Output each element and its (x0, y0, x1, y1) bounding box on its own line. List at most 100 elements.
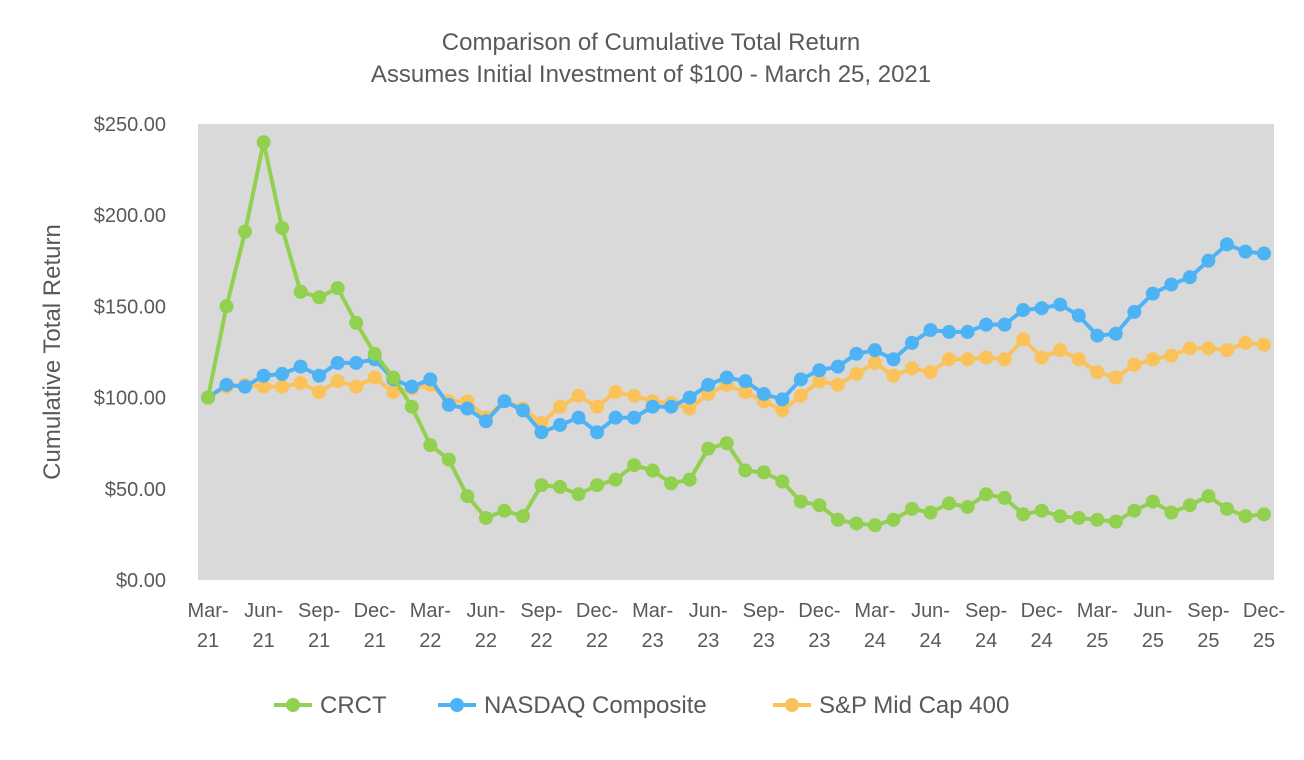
data-point (1090, 365, 1105, 380)
x-tick-month: Mar- (632, 600, 673, 622)
data-point (238, 379, 253, 394)
data-point (756, 386, 771, 401)
data-point (775, 392, 790, 407)
x-tick-month: Sep- (520, 600, 562, 622)
data-point (867, 343, 882, 358)
y-tick-label: $150.00 (94, 296, 166, 318)
x-tick-label: Sep- 23 (743, 600, 785, 652)
x-tick-year: 23 (753, 630, 775, 652)
y-tick-label: $100.00 (94, 388, 166, 410)
data-point (553, 399, 567, 414)
x-tick-label: Mar- 25 (1077, 600, 1118, 652)
chart-title: Comparison of Cumulative Total Return (442, 29, 860, 56)
x-tick-month: Sep- (965, 600, 1007, 622)
data-point (515, 509, 530, 524)
data-point (571, 388, 586, 403)
data-point (404, 399, 419, 414)
legend-swatch-marker (450, 698, 464, 712)
data-point (1090, 512, 1105, 527)
legend-label: S&P Mid Cap 400 (819, 692, 1009, 719)
x-tick-month: Sep- (743, 600, 785, 622)
x-tick-month: Mar- (1077, 600, 1118, 622)
x-tick-month: Dec- (354, 600, 396, 622)
x-tick-year: 21 (252, 630, 274, 652)
x-tick-label: Jun- 22 (466, 600, 505, 652)
plot-area (198, 124, 1274, 580)
data-point (1108, 326, 1123, 341)
data-point (979, 487, 994, 502)
legend-item: CRCT (274, 692, 387, 719)
data-point (478, 510, 493, 525)
data-point (886, 368, 901, 383)
y-axis-title: Cumulative Total Return (39, 224, 66, 480)
data-point (1053, 509, 1068, 524)
x-tick-month: Mar- (187, 600, 228, 622)
legend-label: NASDAQ Composite (484, 692, 707, 719)
data-point (423, 372, 438, 387)
data-point (1090, 328, 1105, 343)
data-point (849, 366, 864, 381)
data-point (905, 335, 919, 350)
x-tick-year: 24 (864, 630, 886, 652)
x-tick-month: Jun- (689, 600, 728, 622)
data-point (312, 290, 327, 305)
x-tick-month: Jun- (1133, 600, 1172, 622)
data-point (1238, 244, 1253, 259)
data-point (275, 220, 290, 235)
x-tick-year: 22 (530, 630, 552, 652)
data-point (942, 496, 957, 511)
x-tick-year: 22 (419, 630, 441, 652)
y-ticks: $0.00 $50.00 $100.00 $150.00 $200.00 $250.00 (94, 114, 166, 592)
data-point (256, 135, 271, 150)
x-tick-month: Mar- (410, 600, 451, 622)
data-point (942, 324, 957, 339)
data-point (219, 299, 234, 314)
data-point (1257, 507, 1271, 522)
data-point (238, 224, 253, 239)
x-tick-label: Mar- 23 (632, 600, 673, 652)
x-tick-label: Mar- 21 (187, 600, 228, 652)
data-point (867, 355, 882, 370)
data-point (793, 372, 808, 387)
data-point (849, 516, 864, 531)
data-point (608, 472, 623, 487)
data-point (1219, 343, 1234, 358)
data-point (349, 315, 364, 330)
legend-item: S&P Mid Cap 400 (773, 692, 1009, 719)
data-point (997, 490, 1012, 505)
x-tick-label: Sep- 25 (1187, 600, 1229, 652)
data-point (867, 518, 882, 533)
data-point (1182, 498, 1197, 513)
data-point (1016, 303, 1031, 318)
data-point (664, 399, 679, 414)
data-point (1145, 286, 1160, 301)
data-point (386, 385, 401, 400)
y-tick-label: $250.00 (94, 114, 166, 136)
data-point (553, 417, 567, 432)
x-tick-year: 23 (642, 630, 664, 652)
data-point (1164, 505, 1179, 520)
data-point (275, 366, 290, 381)
x-tick-year: 23 (808, 630, 830, 652)
data-point (960, 352, 975, 367)
data-point (719, 436, 734, 451)
data-point (645, 463, 660, 478)
data-point (979, 350, 994, 365)
data-point (830, 377, 845, 392)
data-point (960, 500, 975, 515)
series-line (206, 140, 1265, 528)
data-point (1053, 297, 1068, 312)
data-point (1034, 301, 1049, 316)
data-point (201, 390, 215, 405)
y-tick-label: $50.00 (105, 479, 166, 501)
legend-label: CRCT (320, 692, 387, 719)
data-point (1238, 509, 1253, 524)
data-point (478, 414, 493, 429)
data-point (1127, 357, 1142, 372)
data-point (1257, 337, 1271, 352)
x-tick-year: 21 (364, 630, 386, 652)
data-point (590, 399, 605, 414)
data-point (460, 489, 475, 504)
data-point (793, 388, 808, 403)
